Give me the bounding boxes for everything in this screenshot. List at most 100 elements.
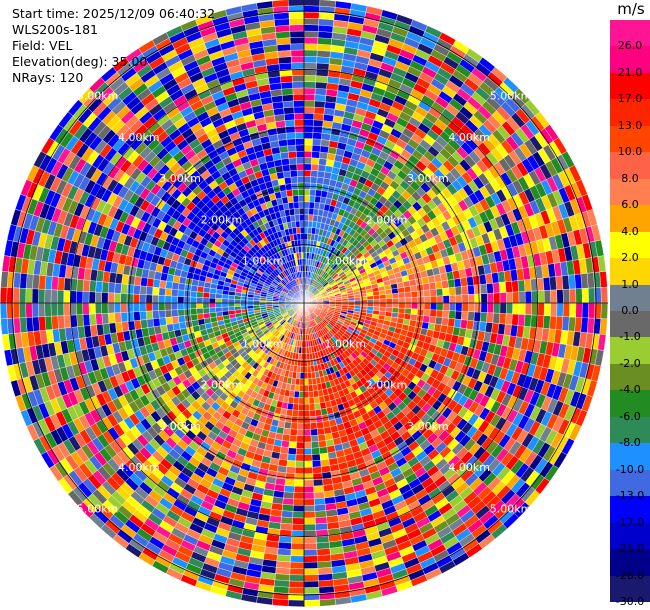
gate-cell xyxy=(164,295,172,304)
gate-cell xyxy=(296,157,305,165)
gate-cell xyxy=(303,56,318,64)
gate-cell xyxy=(303,0,321,7)
gate-cell xyxy=(202,307,210,314)
gate-cell xyxy=(107,292,115,304)
gate-cell xyxy=(177,289,185,297)
gate-cell xyxy=(298,346,302,354)
gate-cell xyxy=(300,233,305,240)
gate-cell xyxy=(287,396,295,404)
gate-cell xyxy=(253,297,261,301)
gate-cell xyxy=(290,542,305,550)
gate-cell xyxy=(285,132,296,140)
gate-cell xyxy=(474,293,482,304)
gate-cell xyxy=(299,378,305,386)
gate-cell xyxy=(82,302,90,315)
gate-cell xyxy=(19,302,27,319)
gate-cell xyxy=(303,233,308,240)
gate-cell xyxy=(95,313,103,325)
gate-cell xyxy=(202,297,210,304)
gate-cell xyxy=(294,473,305,481)
gate-cell xyxy=(293,100,305,108)
gate-cell xyxy=(177,309,185,317)
gate-cell xyxy=(467,284,475,295)
gate-cell xyxy=(512,291,520,304)
gate-cell xyxy=(303,561,319,569)
gate-cell xyxy=(294,384,300,392)
gate-cell xyxy=(492,282,501,294)
gate-cell xyxy=(196,297,204,304)
gate-cell xyxy=(442,295,450,304)
gate-cell xyxy=(38,275,47,290)
gate-cell xyxy=(44,275,53,290)
gate-cell xyxy=(313,113,324,121)
gate-cell xyxy=(44,289,52,304)
gate-cell xyxy=(51,276,59,291)
gate-cell xyxy=(293,390,300,398)
gate-cell xyxy=(203,286,211,294)
gate-cell xyxy=(221,302,229,308)
gate-cell xyxy=(283,421,292,429)
gate-cell xyxy=(404,291,412,298)
gate-cell xyxy=(303,574,319,582)
gate-cell xyxy=(282,427,291,436)
gate-cell xyxy=(297,359,302,367)
gate-cell xyxy=(44,316,53,331)
gate-cell xyxy=(293,397,300,405)
gate-cell xyxy=(32,274,40,290)
gate-cell xyxy=(319,598,336,607)
gate-cell xyxy=(196,308,204,315)
gate-cell xyxy=(293,113,305,120)
gate-cell xyxy=(435,288,444,297)
gate-cell xyxy=(303,176,311,184)
gate-cell xyxy=(283,106,295,115)
gate-cell xyxy=(297,188,305,196)
gate-cell xyxy=(311,144,321,153)
gate-cell xyxy=(57,302,65,317)
gate-cell xyxy=(379,298,387,304)
gate-cell xyxy=(317,37,332,46)
gate-cell xyxy=(145,302,153,312)
gate-cell xyxy=(38,316,47,331)
gate-cell xyxy=(303,220,309,228)
gate-cell xyxy=(600,286,608,304)
gate-cell xyxy=(281,434,291,442)
gate-cell xyxy=(385,298,393,304)
gate-cell xyxy=(300,359,305,367)
gate-cell xyxy=(280,75,293,83)
gate-cell xyxy=(575,288,583,304)
gate-cell xyxy=(295,460,305,468)
gate-cell xyxy=(435,280,443,290)
gate-cell xyxy=(287,0,305,7)
gate-cell xyxy=(292,403,299,411)
gate-cell xyxy=(315,189,323,197)
gate-cell xyxy=(454,286,463,296)
gate-cell xyxy=(319,446,329,455)
gate-cell xyxy=(299,226,305,234)
gate-cell xyxy=(140,277,148,287)
gate-cell xyxy=(227,302,235,308)
gate-cell xyxy=(234,302,241,307)
gate-cell xyxy=(120,283,128,294)
gate-cell xyxy=(208,302,216,309)
radar-gates xyxy=(0,0,608,607)
gate-cell xyxy=(240,299,248,304)
gate-cell xyxy=(298,397,305,405)
gate-cell xyxy=(303,100,315,108)
gate-cell xyxy=(221,298,229,304)
gate-cell xyxy=(436,295,444,304)
gate-cell xyxy=(568,274,576,290)
gate-cell xyxy=(297,410,305,418)
gate-cell xyxy=(196,285,205,293)
gate-cell xyxy=(281,164,291,172)
gate-cell xyxy=(461,285,469,295)
gate-cell xyxy=(581,287,589,304)
gate-cell xyxy=(312,472,323,481)
gate-cell xyxy=(278,541,292,550)
gate-cell xyxy=(318,158,328,166)
gate-cell xyxy=(285,409,293,417)
gate-cell xyxy=(303,542,318,550)
gate-cell xyxy=(313,485,324,493)
gate-cell xyxy=(158,287,166,296)
gate-cell xyxy=(536,277,545,291)
gate-cell xyxy=(280,158,290,166)
